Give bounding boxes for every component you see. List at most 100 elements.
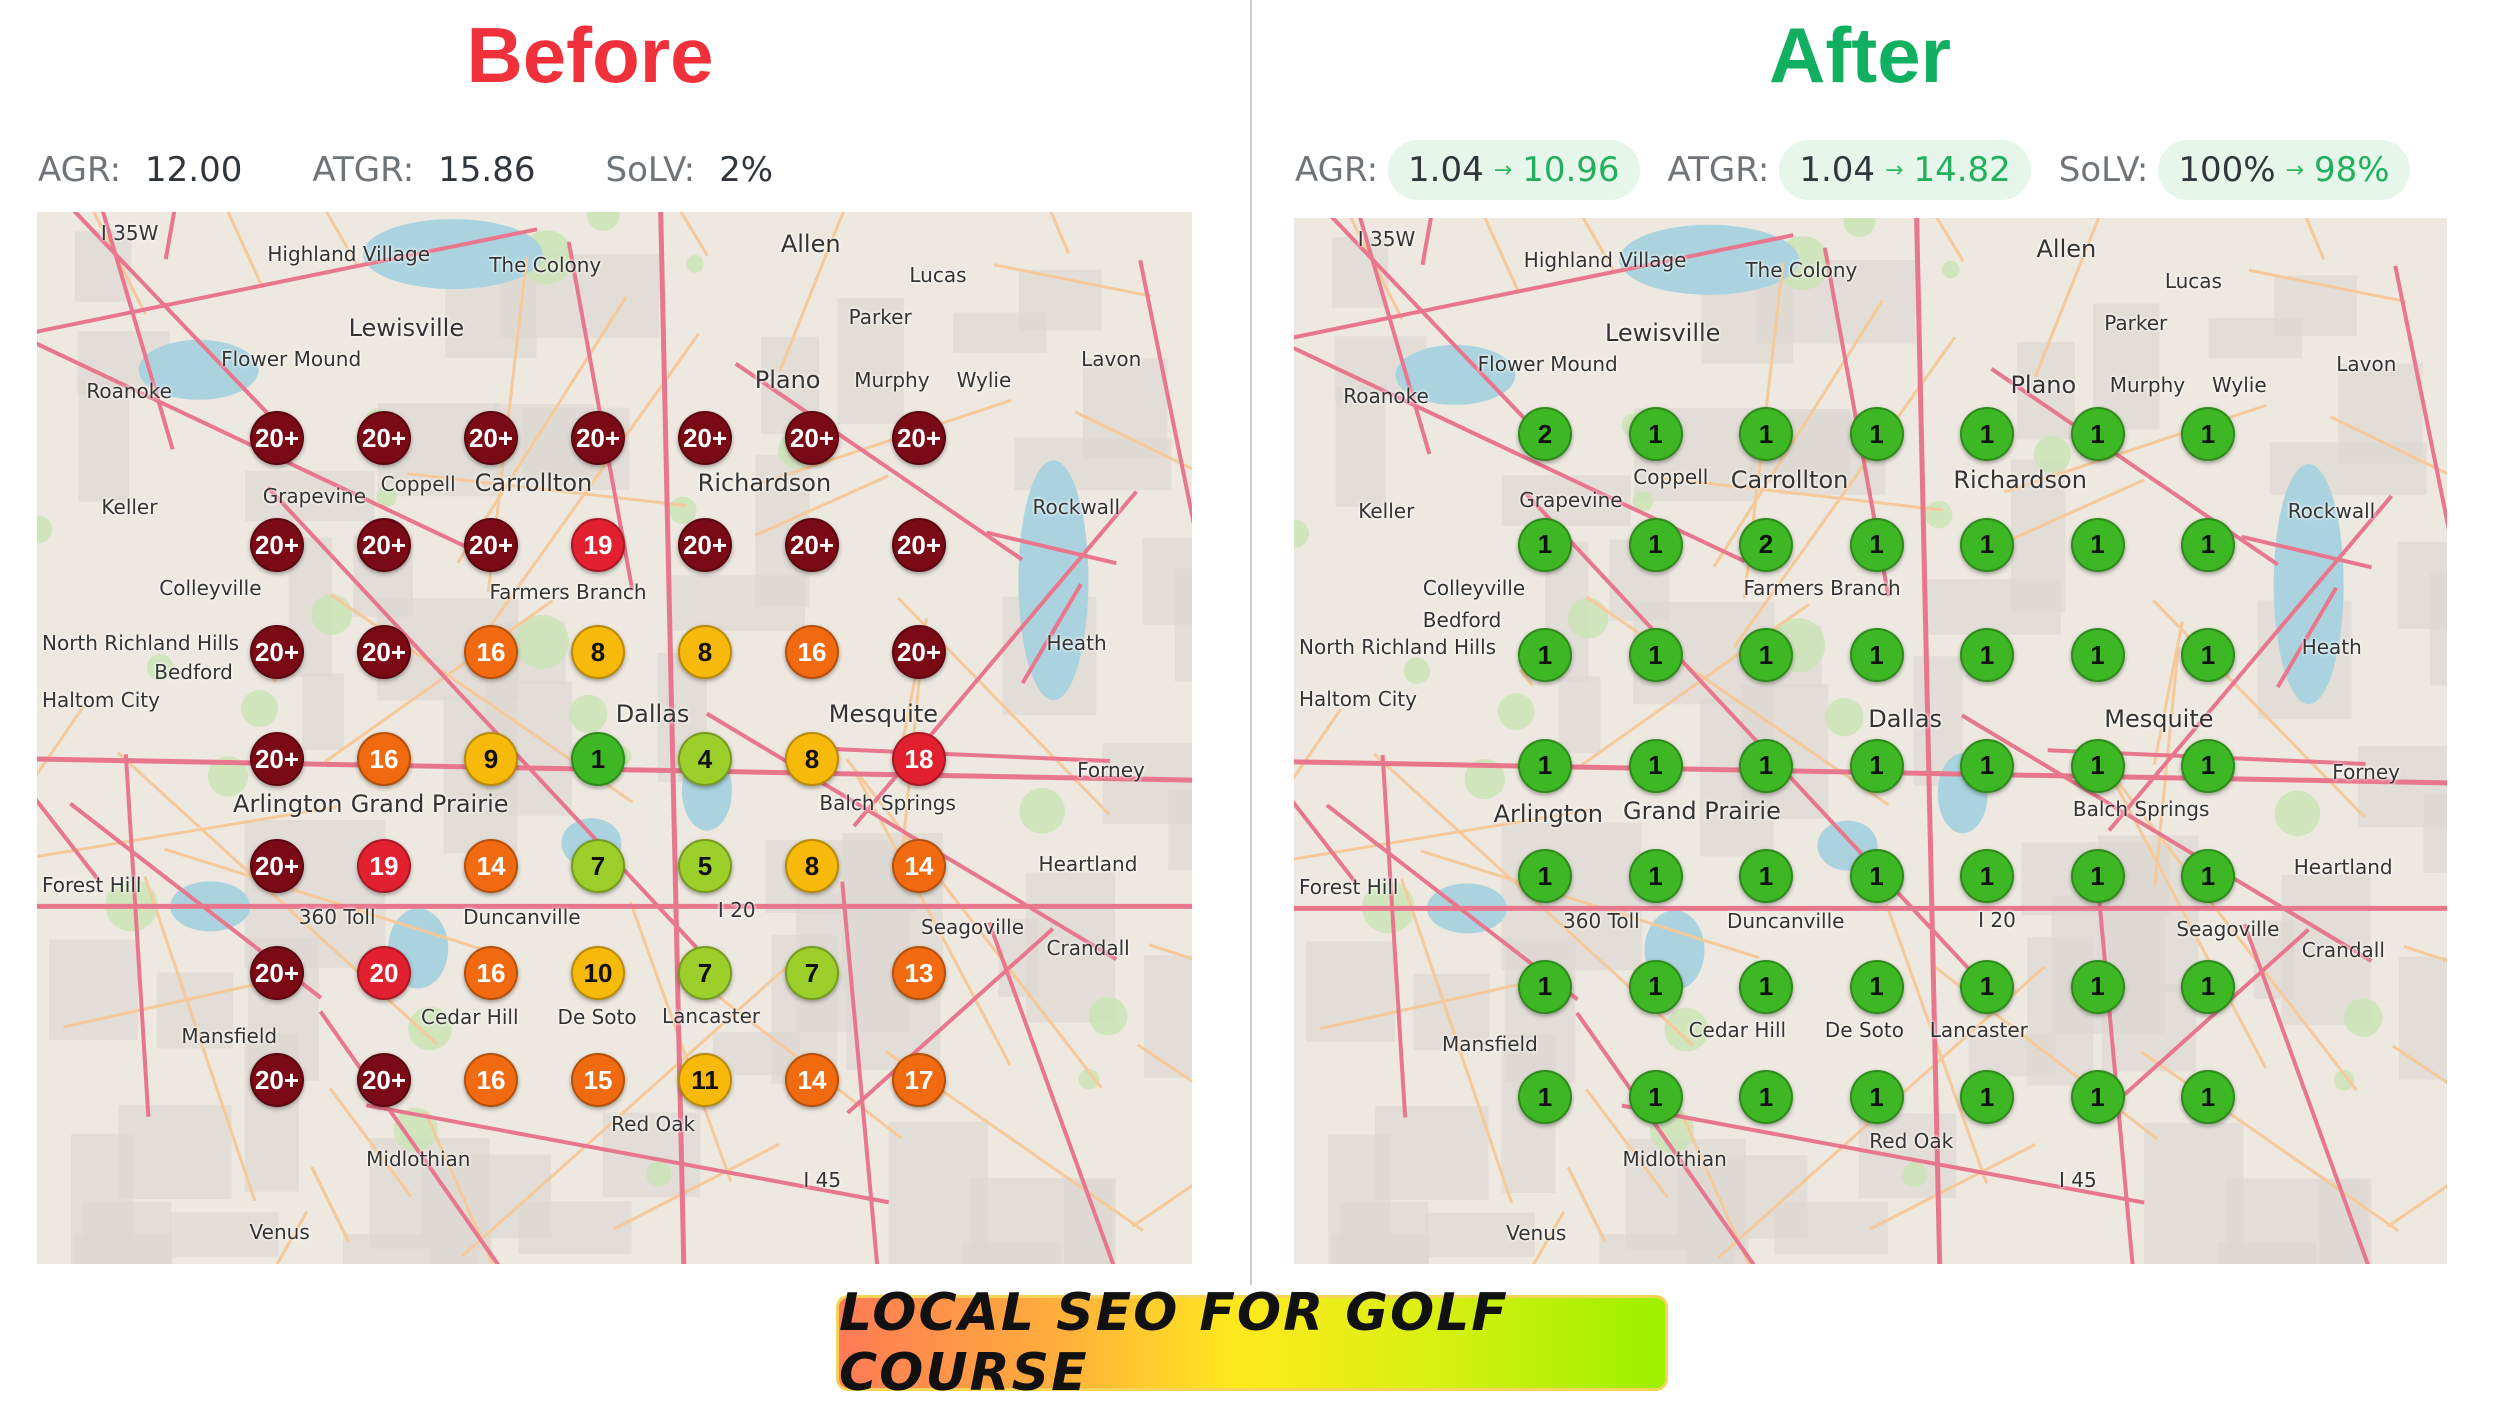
- rank-marker[interactable]: 1: [1628, 738, 1683, 793]
- rank-marker[interactable]: 7: [571, 839, 625, 893]
- rank-marker[interactable]: 1: [1628, 849, 1683, 903]
- rank-marker[interactable]: 1: [1849, 517, 1904, 572]
- rank-marker[interactable]: 20+: [250, 732, 304, 786]
- rank-marker[interactable]: 15: [571, 1053, 625, 1107]
- rank-marker[interactable]: 20+: [357, 411, 411, 465]
- rank-marker[interactable]: 1: [1628, 517, 1683, 572]
- rank-marker[interactable]: 20+: [250, 1053, 304, 1107]
- rank-marker[interactable]: 1: [1849, 849, 1904, 903]
- rank-marker[interactable]: 14: [464, 839, 518, 893]
- rank-marker[interactable]: 1: [1628, 959, 1683, 1014]
- rank-marker[interactable]: 16: [464, 625, 518, 679]
- rank-marker[interactable]: 20+: [250, 518, 304, 572]
- rank-marker[interactable]: 1: [2070, 628, 2125, 682]
- rank-marker[interactable]: 20+: [357, 1053, 411, 1107]
- rank-marker[interactable]: 7: [785, 946, 839, 1000]
- rank-marker[interactable]: 1: [2181, 407, 2235, 461]
- rank-marker[interactable]: 1: [1739, 959, 1793, 1014]
- rank-marker[interactable]: 1: [1960, 407, 2014, 461]
- rank-marker[interactable]: 1: [2181, 959, 2235, 1014]
- rank-marker[interactable]: 1: [1518, 959, 1572, 1014]
- rank-marker[interactable]: 1: [1960, 628, 2014, 682]
- rank-marker[interactable]: 20+: [464, 518, 518, 572]
- rank-marker[interactable]: 14: [785, 1053, 839, 1107]
- rank-marker[interactable]: 20: [357, 946, 411, 1000]
- rank-marker[interactable]: 7: [678, 946, 732, 1000]
- rank-marker[interactable]: 20+: [678, 411, 732, 465]
- rank-marker[interactable]: 20+: [464, 411, 518, 465]
- rank-marker[interactable]: 1: [1739, 407, 1793, 461]
- rank-marker[interactable]: 20+: [785, 411, 839, 465]
- rank-marker[interactable]: 8: [785, 839, 839, 893]
- rank-marker[interactable]: 20+: [250, 625, 304, 679]
- rank-marker[interactable]: 1: [1960, 849, 2014, 903]
- rank-marker[interactable]: 20+: [892, 625, 946, 679]
- rank-marker[interactable]: 5: [678, 839, 732, 893]
- rank-marker[interactable]: 1: [1518, 517, 1572, 572]
- rank-marker[interactable]: 1: [2070, 517, 2125, 572]
- rank-marker[interactable]: 1: [2181, 517, 2235, 572]
- rank-marker[interactable]: 20+: [571, 411, 625, 465]
- rank-marker[interactable]: 1: [1518, 849, 1572, 903]
- rank-marker[interactable]: 1: [1849, 959, 1904, 1014]
- rank-marker[interactable]: 2: [1739, 517, 1793, 572]
- rank-marker[interactable]: 4: [678, 732, 732, 786]
- rank-marker[interactable]: 17: [892, 1053, 946, 1107]
- rank-marker[interactable]: 1: [1739, 628, 1793, 682]
- rank-marker[interactable]: 10: [571, 946, 625, 1000]
- rank-marker[interactable]: 1: [1739, 1070, 1793, 1124]
- rank-marker[interactable]: 1: [2181, 1070, 2235, 1124]
- rank-marker[interactable]: 1: [1628, 1070, 1683, 1124]
- rank-marker[interactable]: 1: [1518, 1070, 1572, 1124]
- rank-marker[interactable]: 20+: [250, 946, 304, 1000]
- after-rank-map[interactable]: 2 1 1 1 1 1 1 1 1 2 1 1 1 1 1 1 1 1 1 1 1 1 1 1 1 1 1 1 1 1 1 1 1 1 1 1 1 1 1 1…: [1294, 218, 2447, 1264]
- rank-marker[interactable]: 1: [2181, 849, 2235, 903]
- rank-marker[interactable]: 16: [464, 1053, 518, 1107]
- rank-marker[interactable]: 1: [1960, 1070, 2014, 1124]
- rank-marker[interactable]: 13: [892, 946, 946, 1000]
- rank-marker[interactable]: 20+: [357, 518, 411, 572]
- rank-marker[interactable]: 20+: [785, 518, 839, 572]
- rank-marker[interactable]: 19: [571, 518, 625, 572]
- rank-marker[interactable]: 19: [357, 839, 411, 893]
- before-rank-map[interactable]: 20+ 20+ 20+ 20+ 20+ 20+ 20+ 20+ 20+ 20+ 19 20+ 20+ 20…: [37, 212, 1192, 1264]
- rank-marker[interactable]: 1: [2070, 738, 2125, 793]
- rank-marker[interactable]: 1: [1849, 628, 1904, 682]
- rank-marker[interactable]: 20+: [892, 411, 946, 465]
- rank-marker[interactable]: 1: [1739, 849, 1793, 903]
- rank-marker[interactable]: 8: [785, 732, 839, 786]
- rank-marker[interactable]: 16: [464, 946, 518, 1000]
- rank-marker[interactable]: 20+: [357, 625, 411, 679]
- rank-marker[interactable]: 1: [1960, 959, 2014, 1014]
- rank-marker[interactable]: 1: [2070, 1070, 2125, 1124]
- rank-marker[interactable]: 1: [2181, 628, 2235, 682]
- rank-marker[interactable]: 1: [2070, 849, 2125, 903]
- rank-marker[interactable]: 1: [1960, 738, 2014, 793]
- rank-marker[interactable]: 1: [1849, 738, 1904, 793]
- rank-marker[interactable]: 8: [678, 625, 732, 679]
- rank-marker[interactable]: 1: [2181, 738, 2235, 793]
- rank-marker[interactable]: 1: [1739, 738, 1793, 793]
- rank-marker[interactable]: 1: [1960, 517, 2014, 572]
- rank-marker[interactable]: 1: [1628, 628, 1683, 682]
- rank-marker[interactable]: 8: [571, 625, 625, 679]
- rank-marker[interactable]: 1: [1518, 628, 1572, 682]
- rank-marker[interactable]: 20+: [892, 518, 946, 572]
- rank-marker[interactable]: 1: [2070, 959, 2125, 1014]
- rank-marker[interactable]: 18: [892, 732, 946, 786]
- rank-marker[interactable]: 20+: [250, 411, 304, 465]
- rank-marker[interactable]: 1: [571, 732, 625, 786]
- rank-marker[interactable]: 1: [1518, 738, 1572, 793]
- rank-marker[interactable]: 1: [1849, 1070, 1904, 1124]
- rank-marker[interactable]: 9: [464, 732, 518, 786]
- rank-marker[interactable]: 16: [785, 625, 839, 679]
- rank-marker[interactable]: 1: [2070, 407, 2125, 461]
- rank-marker[interactable]: 16: [357, 732, 411, 786]
- rank-marker[interactable]: 2: [1518, 407, 1572, 461]
- rank-marker[interactable]: 1: [1628, 407, 1683, 461]
- rank-marker[interactable]: 20+: [250, 839, 304, 893]
- rank-marker[interactable]: 11: [678, 1053, 732, 1107]
- rank-marker[interactable]: 20+: [678, 518, 732, 572]
- rank-marker[interactable]: 1: [1849, 407, 1904, 461]
- rank-marker[interactable]: 14: [892, 839, 946, 893]
